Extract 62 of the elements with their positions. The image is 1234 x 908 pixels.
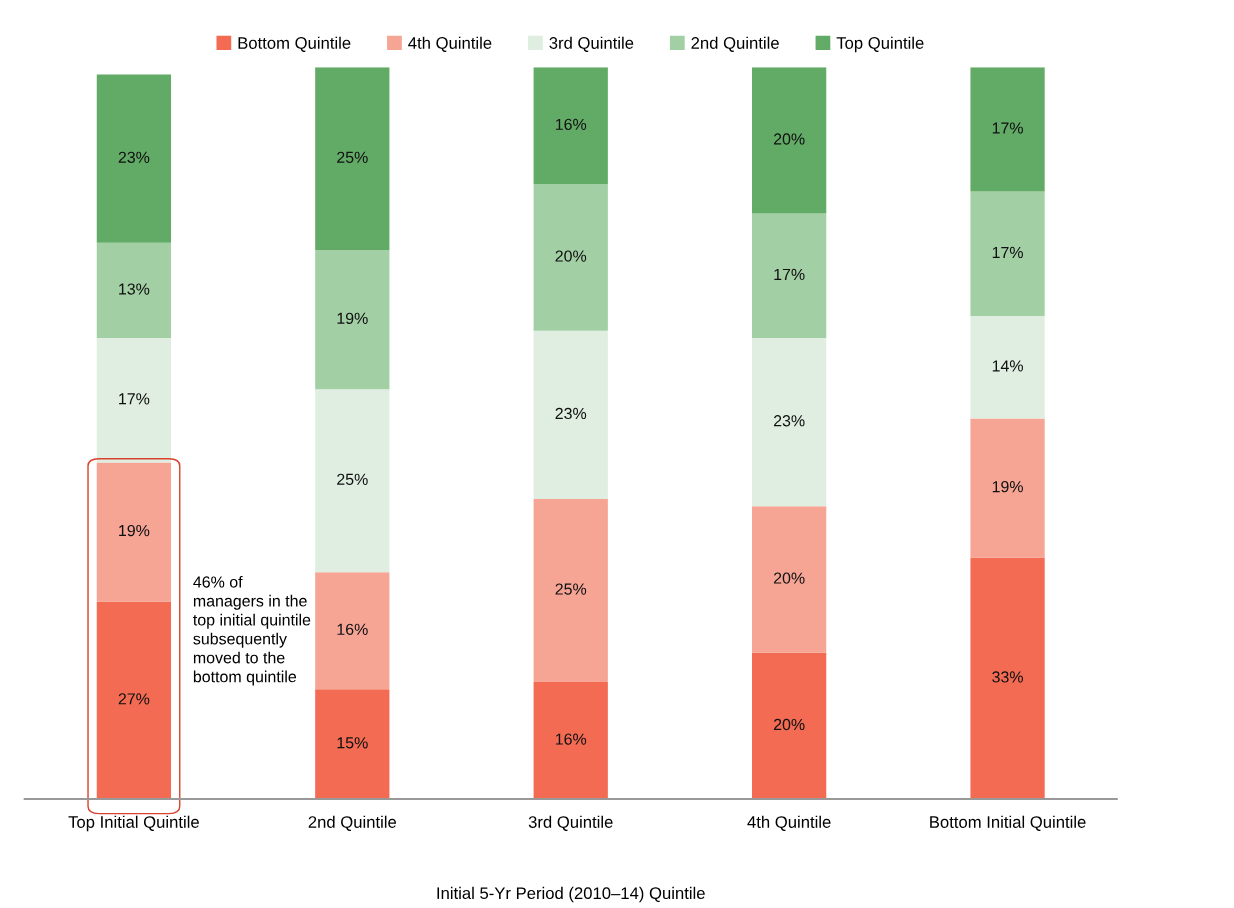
x-tick-label: 2nd Quintile: [308, 815, 397, 831]
data-label: 17%: [992, 246, 1023, 259]
x-tick-label: Top Initial Quintile: [68, 815, 199, 832]
bar: [752, 213, 827, 338]
bar: [752, 67, 827, 214]
data-label: 23%: [555, 407, 587, 420]
bar: [533, 330, 608, 499]
bar: [96, 74, 172, 243]
bar: [752, 337, 827, 507]
x-tick-label: 4th Quintile: [747, 815, 831, 831]
data-label: 16%: [555, 118, 587, 131]
data-label: 16%: [337, 623, 368, 635]
bar: [533, 681, 608, 800]
data-label: 14%: [992, 360, 1023, 372]
legend-label: 2nd Quintile: [691, 36, 779, 52]
data-label: 16%: [555, 733, 587, 745]
bar: [752, 652, 827, 800]
x-axis-title: Initial 5-Yr Period (2010–14) Quintile: [437, 886, 705, 903]
bar: [533, 184, 608, 331]
bar: [315, 250, 390, 390]
bar: [315, 389, 390, 573]
data-label: 19%: [337, 312, 368, 324]
bar: [96, 242, 172, 338]
x-tick-label: 3rd Quintile: [528, 815, 613, 831]
legend-label: Top Quintile: [836, 36, 924, 53]
bar: [96, 337, 172, 463]
bar: [315, 67, 390, 251]
data-label: 19%: [119, 524, 150, 537]
data-label: 13%: [119, 283, 150, 295]
data-label: 25%: [555, 583, 587, 595]
bar: [970, 67, 1045, 192]
data-label: 25%: [337, 151, 368, 163]
annotation: 46% of managers in the top initial quintile subsequently moved to the bottom quintile: [193, 575, 311, 686]
data-label: 20%: [555, 250, 587, 262]
data-label: 27%: [118, 693, 150, 705]
data-label: 17%: [992, 122, 1023, 134]
legend-label: 4th Quintile: [408, 36, 492, 52]
data-label: 33%: [992, 671, 1023, 683]
data-label: 19%: [992, 480, 1023, 493]
data-label: 15%: [337, 737, 368, 749]
data-label: 17%: [119, 393, 150, 405]
bar: [533, 498, 608, 682]
bar: [96, 601, 172, 800]
bar: [970, 316, 1045, 419]
data-label: 20%: [773, 572, 805, 584]
bar: [970, 418, 1045, 558]
x-tick-label: Bottom Initial Quintile: [930, 815, 1086, 831]
legend-label: Bottom Quintile: [238, 36, 351, 52]
data-label: 23%: [118, 151, 150, 163]
data-label: 23%: [773, 415, 805, 427]
data-label: 17%: [774, 268, 805, 280]
data-label: 20%: [773, 133, 805, 145]
data-label: 20%: [773, 718, 805, 731]
legend-label: 3rd Quintile: [549, 36, 634, 52]
bar: [752, 506, 827, 653]
bar: [315, 689, 390, 800]
bar: [970, 557, 1045, 800]
data-label: 25%: [337, 473, 368, 485]
bar: [315, 572, 390, 690]
bar: [533, 67, 608, 185]
bar: [970, 191, 1045, 317]
bar: [96, 462, 172, 602]
